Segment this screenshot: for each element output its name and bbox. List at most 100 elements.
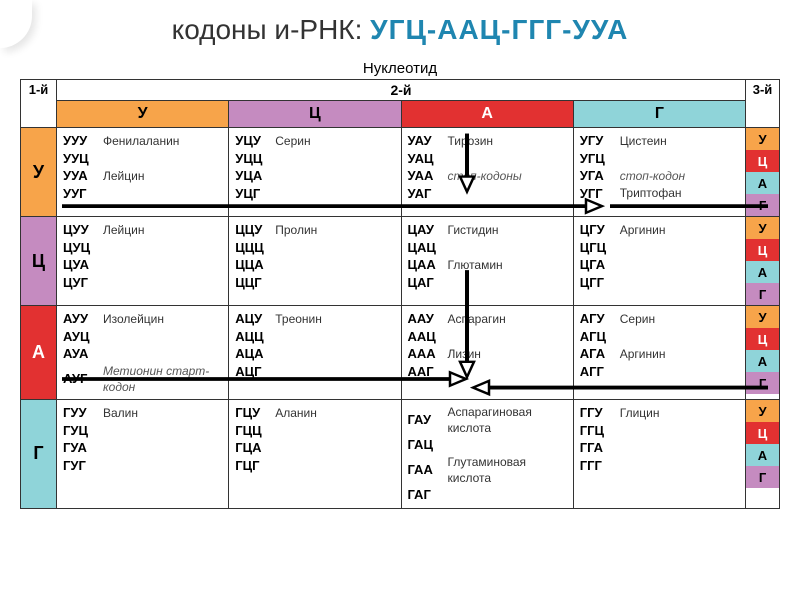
codon: УГА	[580, 167, 620, 185]
codon: ГЦГ	[235, 457, 275, 475]
codon: УГЦ	[580, 150, 620, 168]
codon: ЦГЦ	[580, 239, 620, 257]
codon: ГАЦ	[408, 436, 448, 454]
cell-ГА: ГАУАспарагиновая кислотаГАЦГААГлутаминов…	[401, 400, 573, 509]
codon: АУГ	[63, 370, 103, 388]
title-rna: РНК:	[299, 14, 370, 45]
codon: ГЦУ	[235, 404, 275, 422]
amino-acid: Аланин	[275, 405, 394, 421]
cell-АА: ААУАспарагинААЦАААЛизинААГ	[401, 306, 573, 400]
codon: ГУУ	[63, 404, 103, 422]
codon: ГГЦ	[580, 422, 620, 440]
codon: ААУ	[408, 310, 448, 328]
codon: ЦЦГ	[235, 274, 275, 292]
codon: ГУЦ	[63, 422, 103, 440]
seq-dash-1: -	[427, 14, 437, 45]
codon: ГАУ	[408, 411, 448, 429]
title-seq-4: ГГГ	[511, 14, 562, 45]
amino-acid: Изолейцин	[103, 311, 222, 327]
hdr-first: 1-й	[21, 80, 57, 128]
row-g: Г	[21, 400, 57, 509]
codon: УЦУ	[235, 132, 275, 150]
codon: АУЦ	[63, 328, 103, 346]
codon: УЦГ	[235, 185, 275, 203]
third-base: Ц	[746, 422, 779, 444]
title-seq-0: УГЦ	[370, 14, 427, 45]
amino-acid: Цистеин	[620, 133, 739, 149]
row-c: Ц	[21, 217, 57, 306]
codon: УУА	[63, 167, 103, 185]
cell-ЦГ: ЦГУАргининЦГЦЦГАЦГГ	[573, 217, 745, 306]
amino-acid: Серин	[275, 133, 394, 149]
right-strip: УЦАГ	[746, 217, 780, 306]
seq-dash-2: -	[501, 14, 511, 45]
amino-acid: Аргинин	[620, 346, 739, 362]
codon: АЦУ	[235, 310, 275, 328]
codon: ЦАА	[408, 256, 448, 274]
cell-УГ: УГУЦистеинУГЦУГАстоп-кодонУГГТриптофан	[573, 128, 745, 217]
codon: ЦЦА	[235, 256, 275, 274]
codon: АГА	[580, 345, 620, 363]
codon: УУЦ	[63, 150, 103, 168]
third-base: У	[746, 306, 779, 328]
right-strip: УЦАГ	[746, 400, 780, 509]
right-strip: УЦАГ	[746, 128, 780, 217]
third-base: Г	[746, 194, 779, 216]
col-u: У	[57, 101, 229, 128]
col-g: Г	[573, 101, 745, 128]
cell-УЦ: УЦУСеринУЦЦУЦАУЦГ	[229, 128, 401, 217]
cell-УУ: УУУФенилаланинУУЦУУАЛейцинУУГ	[57, 128, 229, 217]
col-a: А	[401, 101, 573, 128]
codon: ГАГ	[408, 486, 448, 504]
cell-ГУ: ГУУВалинГУЦГУАГУГ	[57, 400, 229, 509]
third-base: У	[746, 128, 779, 150]
codon: УАГ	[408, 185, 448, 203]
amino-acid: Гистидин	[448, 222, 567, 238]
codon: УЦЦ	[235, 150, 275, 168]
title-seq-6: УУА	[572, 14, 628, 45]
third-base: А	[746, 261, 779, 283]
codon: АГУ	[580, 310, 620, 328]
codon: ЦГГ	[580, 274, 620, 292]
amino-acid: Аргинин	[620, 222, 739, 238]
codon: ЦАГ	[408, 274, 448, 292]
codon: ЦГА	[580, 256, 620, 274]
codon: ААГ	[408, 363, 448, 381]
codon: АУУ	[63, 310, 103, 328]
codon: АУА	[63, 345, 103, 363]
hdr-third: 3-й	[746, 80, 780, 128]
codon: АЦА	[235, 345, 275, 363]
codon: ЦАЦ	[408, 239, 448, 257]
amino-acid: Пролин	[275, 222, 394, 238]
row-u: У	[21, 128, 57, 217]
third-base: А	[746, 350, 779, 372]
codon: ЦЦЦ	[235, 239, 275, 257]
amino-acid: Серин	[620, 311, 739, 327]
codon: ЦАУ	[408, 221, 448, 239]
codon: ЦЦУ	[235, 221, 275, 239]
codon: ГАА	[408, 461, 448, 479]
title-seq-2: ААЦ	[437, 14, 501, 45]
amino-acid: Лейцин	[103, 168, 222, 184]
codon: ЦУА	[63, 256, 103, 274]
cell-АЦ: АЦУТреонинАЦЦАЦААЦГ	[229, 306, 401, 400]
codon-table-area: Нуклеотид 1-й 2-й 3-й У Ц А Г УУУУФенила…	[20, 60, 780, 509]
slide-title: кодоны и-РНК: УГЦ-ААЦ-ГГГ-УУА	[0, 0, 800, 54]
cell-АГ: АГУСеринАГЦАГААргининАГГ	[573, 306, 745, 400]
title-prefix: кодоны и-	[172, 14, 300, 45]
cell-ЦУ: ЦУУЛейцинЦУЦЦУАЦУГ	[57, 217, 229, 306]
third-base: Ц	[746, 150, 779, 172]
amino-acid: Треонин	[275, 311, 394, 327]
codon: УГУ	[580, 132, 620, 150]
third-base: Г	[746, 283, 779, 305]
amino-acid: Метионин старт-кодон	[103, 363, 222, 395]
row-a: А	[21, 306, 57, 400]
codon: ГГА	[580, 439, 620, 457]
codon: ГЦА	[235, 439, 275, 457]
nucleotide-label: Нуклеотид	[20, 60, 780, 77]
third-base: Г	[746, 372, 779, 394]
codon: УАЦ	[408, 150, 448, 168]
amino-acid: стоп-кодоны	[448, 168, 567, 184]
hdr-second: 2-й	[57, 80, 746, 101]
amino-acid: Аспарагин	[448, 311, 567, 327]
